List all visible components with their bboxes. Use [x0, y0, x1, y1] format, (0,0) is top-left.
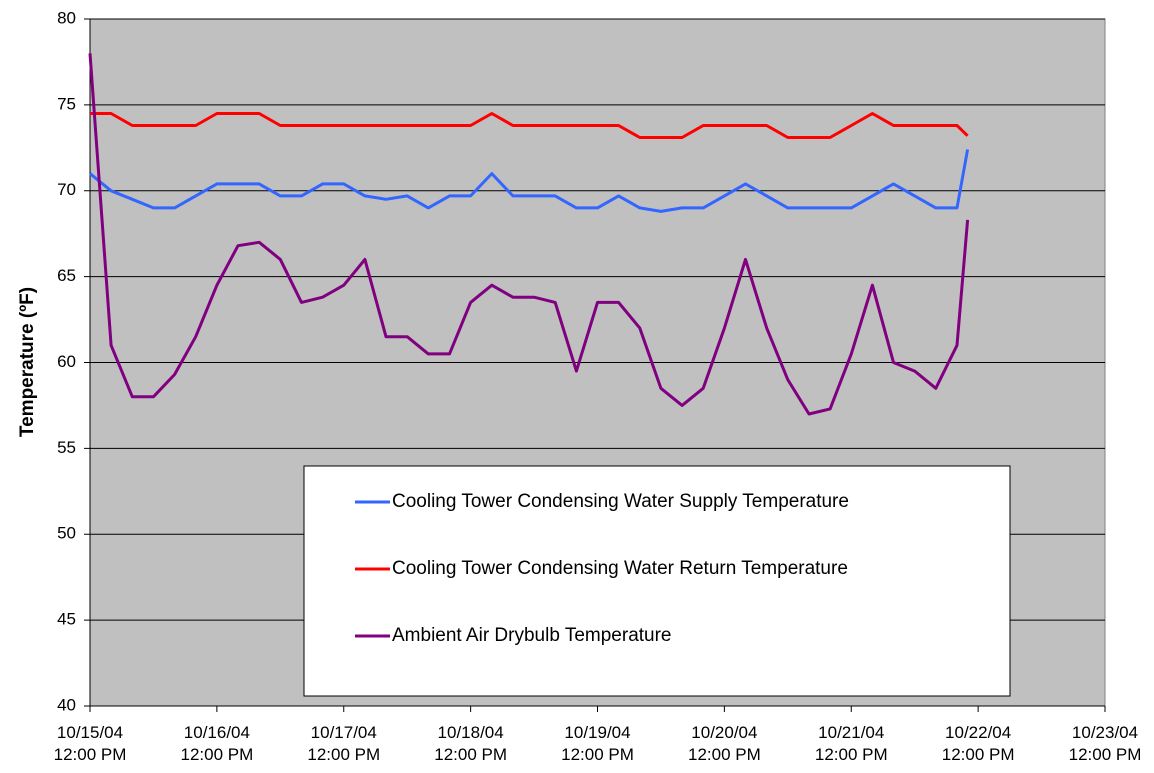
y-tick-label: 60: [57, 352, 76, 371]
x-tick-label: 10/20/04 12:00 PM: [687, 723, 761, 764]
y-tick-label: 50: [57, 524, 76, 543]
y-axis-label: Temperature (ºF): [17, 287, 38, 437]
y-tick-label: 75: [57, 94, 76, 113]
y-tick-label: 65: [57, 266, 76, 285]
x-tick-label: 10/23/04 12:00 PM: [1068, 723, 1142, 764]
legend-label: Ambient Air Drybulb Temperature: [392, 625, 672, 646]
x-tick-label: 10/17/04 12:00 PM: [307, 723, 381, 764]
y-tick-label: 55: [57, 438, 76, 457]
series-line: [89, 149, 970, 213]
y-tick-label: 80: [57, 8, 76, 27]
series-line: [88, 53, 970, 416]
legend-label: Cooling Tower Condensing Water Supply Te…: [392, 491, 849, 512]
y-tick-label: 40: [57, 695, 76, 714]
x-tick-label: 10/18/04 12:00 PM: [434, 723, 507, 764]
x-tick-label: 10/21/04 12:00 PM: [814, 723, 888, 764]
x-tick-label: 10/15/04 12:00 PM: [53, 723, 127, 764]
legend-label: Cooling Tower Condensing Water Return Te…: [392, 558, 848, 579]
x-tick-label: 10/16/04 12:00 PM: [180, 723, 254, 764]
legend: [303, 465, 1011, 697]
y-tick-label: 70: [57, 180, 76, 199]
x-tick-label: 10/22/04 12:00 PM: [941, 723, 1015, 764]
y-tick-label: 45: [57, 610, 76, 629]
x-tick-label: 10/19/04 12:00 PM: [561, 723, 634, 764]
series-line: [90, 112, 969, 139]
